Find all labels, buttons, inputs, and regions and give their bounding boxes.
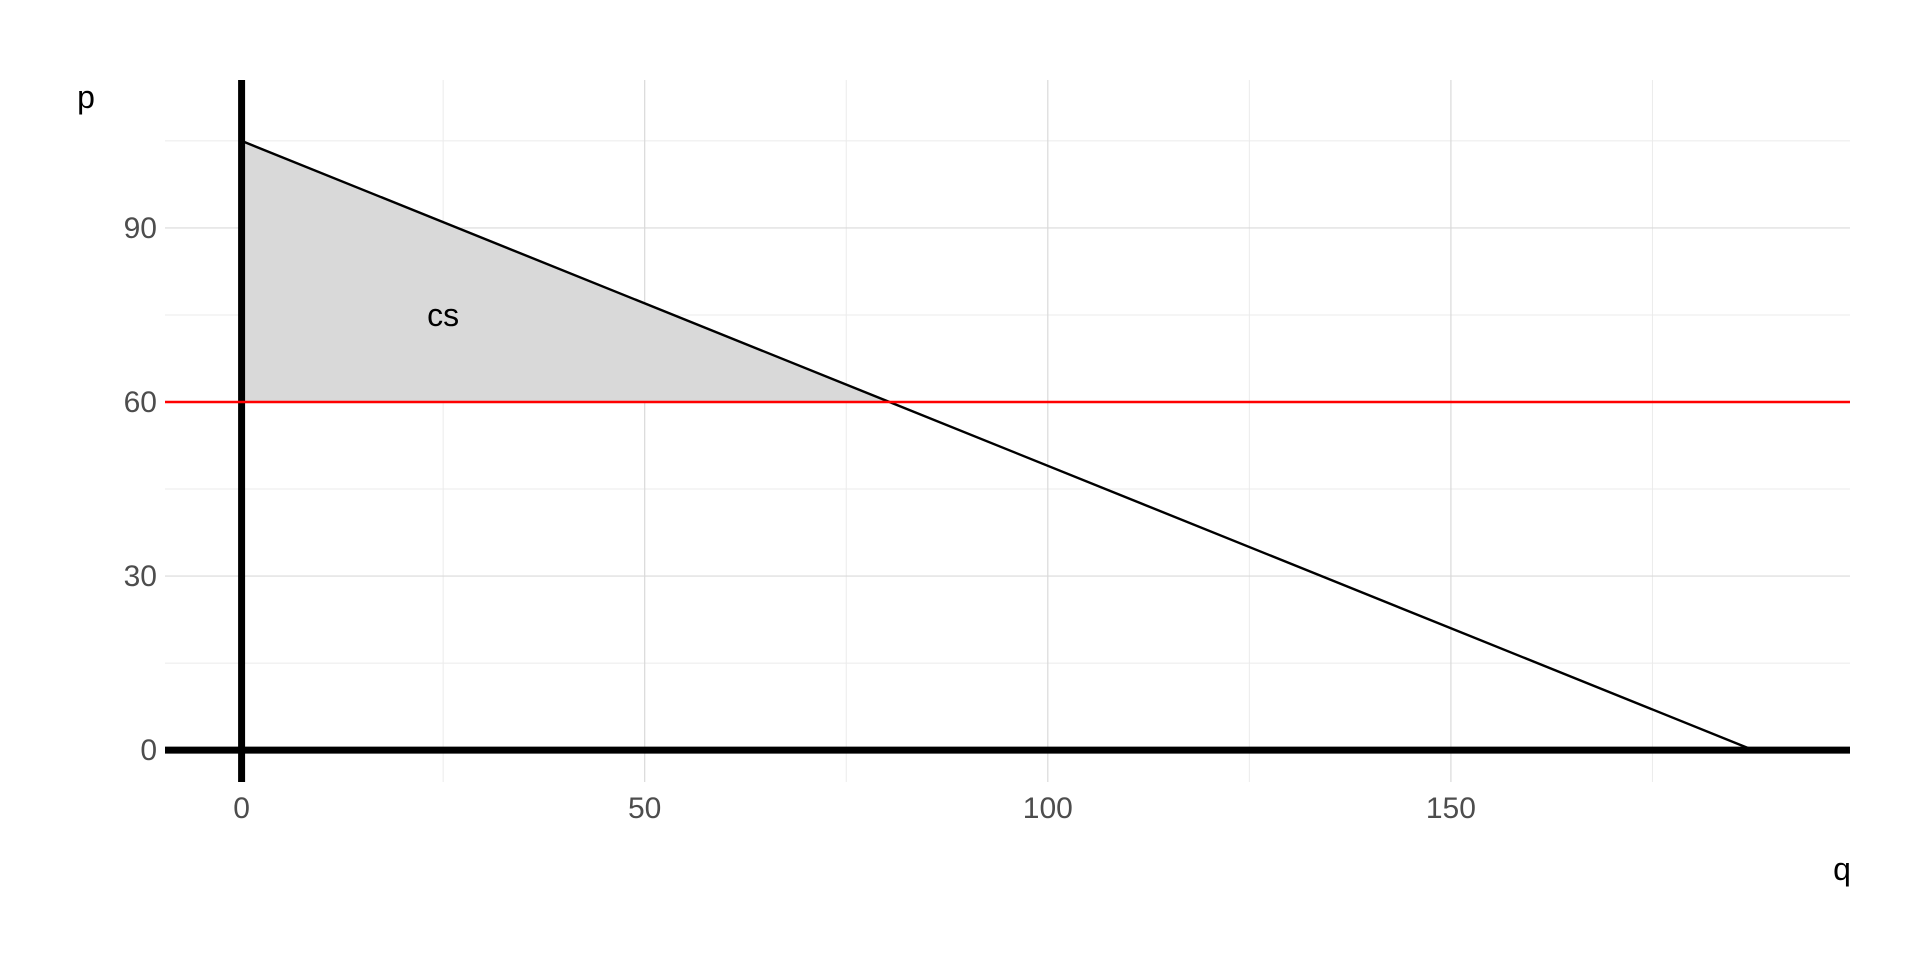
demand-line: [241, 139, 1754, 752]
grid: [165, 80, 1850, 782]
series-lines: [165, 139, 1850, 752]
tick-labels: 0 50 100 150 0 30 60 90: [124, 212, 1476, 825]
y-axis-title: p: [77, 79, 95, 115]
axes: [165, 80, 1850, 782]
annotations: cs: [427, 297, 459, 333]
y-tick-label: 90: [124, 212, 157, 245]
x-tick-label: 50: [628, 792, 661, 825]
y-tick-label: 60: [124, 386, 157, 419]
x-tick-label: 0: [233, 792, 250, 825]
x-tick-label: 150: [1426, 792, 1476, 825]
y-tick-label: 0: [140, 734, 157, 767]
cs-label: cs: [427, 297, 459, 333]
x-tick-label: 100: [1023, 792, 1073, 825]
x-axis-title: q: [1833, 851, 1851, 887]
y-tick-label: 30: [124, 560, 157, 593]
